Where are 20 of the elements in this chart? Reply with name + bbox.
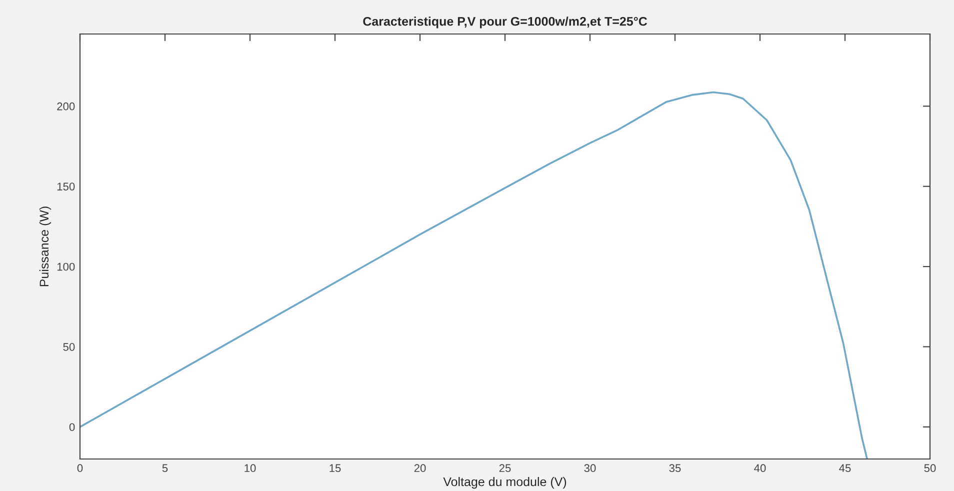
x-tick-label: 5	[162, 464, 168, 472]
y-tick-label: 150	[57, 182, 75, 190]
x-tick-label: 0	[77, 464, 83, 472]
line-series	[80, 91, 868, 459]
x-tick-label: 10	[244, 464, 256, 472]
y-tick-label: 0	[69, 423, 75, 432]
y-tick-label: 100	[57, 262, 75, 271]
x-tick-label: 25	[499, 464, 511, 472]
y-tick-label: 200	[57, 102, 75, 110]
x-tick-label: 30	[584, 464, 596, 472]
y-tick-label: 50	[63, 343, 75, 351]
x-tick-label: 45	[839, 464, 851, 472]
y-axis-title: Puissance (W)	[39, 206, 52, 286]
x-tick-label: 20	[414, 464, 426, 472]
x-tick-label: 40	[754, 464, 766, 472]
x-tick-label: 50	[924, 464, 936, 472]
x-tick-label: 15	[330, 464, 341, 472]
x-tick-label: 35	[669, 464, 681, 472]
x-axis-title: Voltage du module (V)	[443, 476, 566, 489]
chart-title: Caracteristique P,V pour G=1000w/m2,et T=25°C	[363, 16, 648, 28]
